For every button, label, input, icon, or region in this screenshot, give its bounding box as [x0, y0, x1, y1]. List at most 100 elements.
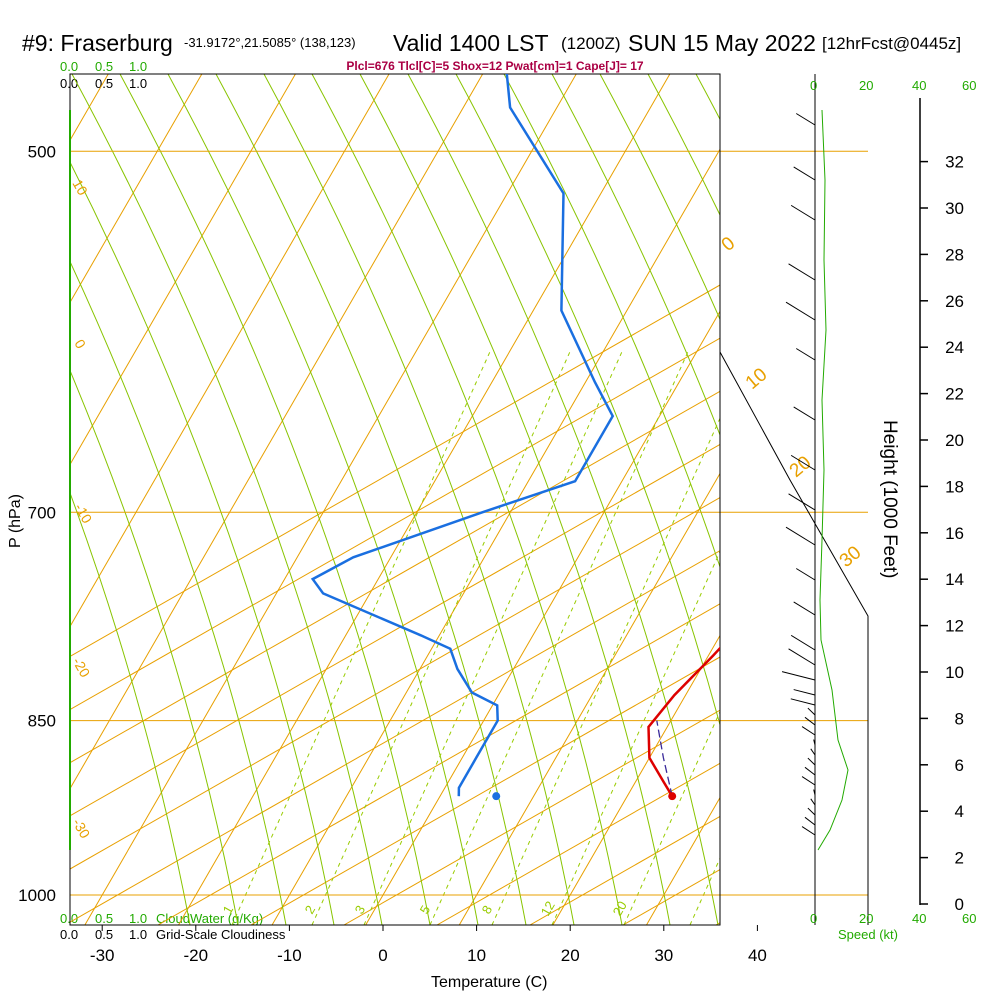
cloudiness-label: Grid-Scale Cloudiness: [156, 927, 286, 942]
forecast-date: SUN 15 May 2022: [628, 30, 816, 56]
station-name: #9: Fraserburg: [22, 30, 173, 56]
mix-label-12: 12: [538, 898, 558, 918]
wind-barb: [801, 776, 816, 786]
top-black-2: 1.0: [129, 76, 147, 91]
height-tick-label: 6: [955, 756, 964, 775]
iso-label-m30: -30: [69, 816, 93, 842]
isotherm-line: [552, 634, 720, 925]
moist-adiabat-line: [359, 74, 671, 925]
wind-barb: [807, 807, 816, 816]
wind-barb: [804, 816, 816, 826]
bottom-green-1: 0.5: [95, 911, 113, 926]
height-tick-label: 22: [945, 385, 964, 404]
speed-tick-bottom-40: 40: [912, 911, 926, 926]
iso-label-10: 10: [69, 177, 91, 199]
isotherm-line: [84, 74, 577, 925]
adiabat-line: [70, 284, 720, 658]
isotherm-line: [178, 74, 671, 925]
mix-label-8: 8: [479, 903, 496, 917]
temp-tick-label: 20: [561, 946, 580, 965]
bottom-green-0: 0.0: [60, 911, 78, 926]
background-grid: [70, 74, 1000, 925]
mix-label-5: 5: [417, 903, 434, 917]
adiabat-line: [157, 603, 720, 925]
station-coords: -31.9172°,21.5085° (138,123): [184, 35, 356, 50]
height-tick-label: 20: [945, 431, 964, 450]
mixing-ratio-line: [491, 417, 720, 925]
speed-tick-top-0: 0: [810, 78, 817, 93]
isotherm-line: [70, 74, 296, 466]
moist-adiabat-line: [70, 260, 287, 925]
stability-indices: Plcl=676 Tlcl[C]=5 Shox=12 Pwat[cm]=1 Ca…: [346, 59, 643, 73]
wind-barb: [813, 739, 816, 746]
speed-tick-top-20: 20: [859, 78, 873, 93]
height-tick-label: 0: [955, 895, 964, 914]
height-tick-label: 26: [945, 292, 964, 311]
pressure-tick-label: 850: [28, 712, 56, 731]
height-tick-label: 18: [945, 477, 964, 496]
mixing-ratio-line: [311, 349, 572, 925]
bottom-black-1: 0.5: [95, 927, 113, 942]
moist-adiabat-line: [551, 74, 720, 437]
moist-adiabat-line: [407, 74, 719, 925]
moist-adiabat-line: [167, 74, 479, 925]
adiabat-line: [70, 337, 720, 711]
adiabat-line: [343, 709, 720, 925]
wind-barb: [793, 406, 816, 421]
bottom-cloud-scale: 0.0 0.5 1.0 CloudWater (g/Kg) 0.0 0.5 1.…: [60, 911, 286, 942]
speed-tick-top-40: 40: [912, 78, 926, 93]
isotherm-line: [70, 74, 484, 790]
iso-label-0: 0: [71, 337, 89, 352]
wind-barbs: [781, 113, 816, 836]
bottom-black-0: 0.0: [60, 927, 78, 942]
adiabat-line: [70, 390, 720, 764]
temp-tick-label: 10: [467, 946, 486, 965]
isotherm-line: [458, 472, 720, 925]
mix-label-3: 3: [352, 903, 369, 917]
moist-adiabat-line: [70, 491, 191, 925]
moist-adiabat-line: [503, 74, 720, 569]
pressure-axis-title: P (hPa): [7, 494, 24, 548]
mixing-ratio-line: [429, 349, 690, 925]
surface-points: [492, 792, 677, 801]
wind-barb: [810, 748, 816, 756]
wind-barb: [785, 526, 816, 546]
top-black-1: 0.5: [95, 76, 113, 91]
moist-adiabat-line: [455, 74, 720, 727]
height-tick-label: 10: [945, 663, 964, 682]
temperature-axis-title: Temperature (C): [431, 974, 547, 991]
wind-barb: [807, 757, 816, 766]
wind-barb: [788, 263, 816, 281]
height-tick-label: 14: [945, 570, 964, 589]
height-tick-label: 30: [945, 199, 964, 218]
moist-adiabat-line: [70, 369, 239, 925]
temp-tick-label: -30: [90, 946, 115, 965]
adiabat-line: [70, 550, 720, 923]
profiles: [310, 74, 720, 797]
adiabat-line: [622, 868, 720, 925]
isotherm-line: [834, 74, 1000, 925]
wind-barb: [781, 671, 816, 681]
surface-dewpoint: [492, 792, 501, 801]
bottom-green-2: 1.0: [129, 911, 147, 926]
moist-adiabat-line: [70, 161, 335, 925]
speed-tick-bottom-20: 20: [859, 911, 873, 926]
pressure-tick-label: 500: [28, 142, 56, 161]
height-tick-label: 28: [945, 245, 964, 264]
pressure-tick-label: 1000: [18, 886, 56, 905]
adiabat-line: [70, 496, 720, 870]
isotherm-line: [70, 74, 390, 628]
valid-time: Valid 1400 LST: [393, 30, 549, 56]
cloud-water-label: CloudWater (g/Kg): [156, 911, 263, 926]
speed-label: Speed (kt): [838, 927, 898, 942]
wind-speed-profile: [817, 109, 849, 851]
temp-tick-label: -10: [277, 946, 302, 965]
wind-barb: [790, 634, 816, 651]
height-tick-label: 4: [955, 802, 964, 821]
iso-label-m10: -10: [71, 501, 95, 527]
height-tick-label: 16: [945, 524, 964, 543]
iso-label-m20: -20: [69, 655, 93, 681]
temp-tick-label: 0: [378, 946, 387, 965]
height-tick-label: 2: [955, 849, 964, 868]
top-cloud-scale: 0.0 0.5 1.0 0.0 0.5 1.0: [60, 59, 147, 91]
